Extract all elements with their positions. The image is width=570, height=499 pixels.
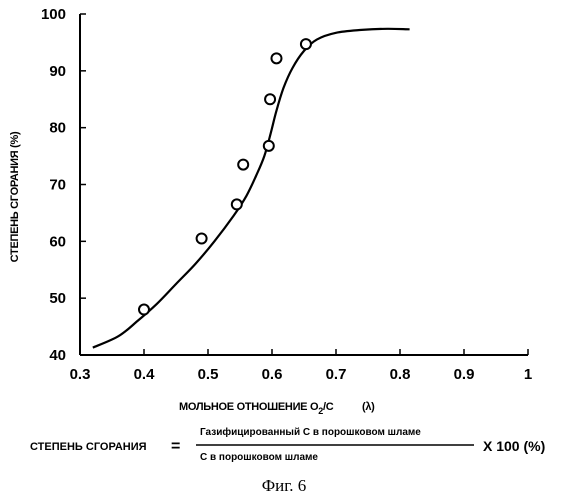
formula-equals: = [171,438,180,455]
x-tick-label: 0.6 [262,366,283,383]
x-tick-label: 0.3 [70,366,91,383]
x-tick-label: 0.5 [198,366,219,383]
x-tick-label: 0.8 [390,366,411,383]
data-points [139,39,311,314]
y-tick-label: 40 [49,347,66,364]
x-axis-title-tail: /C [323,401,334,413]
y-tick-label: 80 [49,120,66,137]
axis-ticks [80,14,528,355]
axis-tick-labels: 0.3 0.4 0.5 0.6 0.7 0.8 0.9 1 40 50 60 70 80 90 100 [41,6,532,383]
fit-curve [93,29,410,348]
formula-factor: X 100 (%) [483,438,545,454]
x-axis-title: МОЛЬНОЕ ОТНОШЕНИЕ O2/C [179,401,334,416]
data-point [271,53,281,63]
x-tick-label: 0.9 [454,366,475,383]
formula-lhs: СТЕПЕНЬ СГОРАНИЯ [30,441,147,453]
data-point [265,94,275,104]
data-point [197,233,207,243]
y-tick-label: 90 [49,63,66,80]
formula-numerator: Газифицированный С в порошковом шламе [200,426,421,438]
y-axis-title: СТЕПЕНЬ СГОРАНИЯ (%) [9,131,21,262]
y-tick-label: 60 [49,233,66,250]
x-axis-title-main: МОЛЬНОЕ ОТНОШЕНИЕ O [179,401,319,413]
figure-caption: Фиг. 6 [262,476,307,495]
y-tick-label: 50 [49,290,66,307]
data-point [232,199,242,209]
data-point [301,39,311,49]
x-tick-label: 1 [524,366,532,383]
y-tick-label: 100 [41,6,66,23]
x-tick-label: 0.4 [134,366,156,383]
y-tick-label: 70 [49,177,66,194]
x-tick-label: 0.7 [326,366,347,383]
data-point [264,141,274,151]
formula-denominator: С в порошковом шламе [200,452,318,463]
data-point [139,305,149,315]
data-point [238,160,248,170]
x-axis-title-lambda: (λ) [362,401,375,413]
